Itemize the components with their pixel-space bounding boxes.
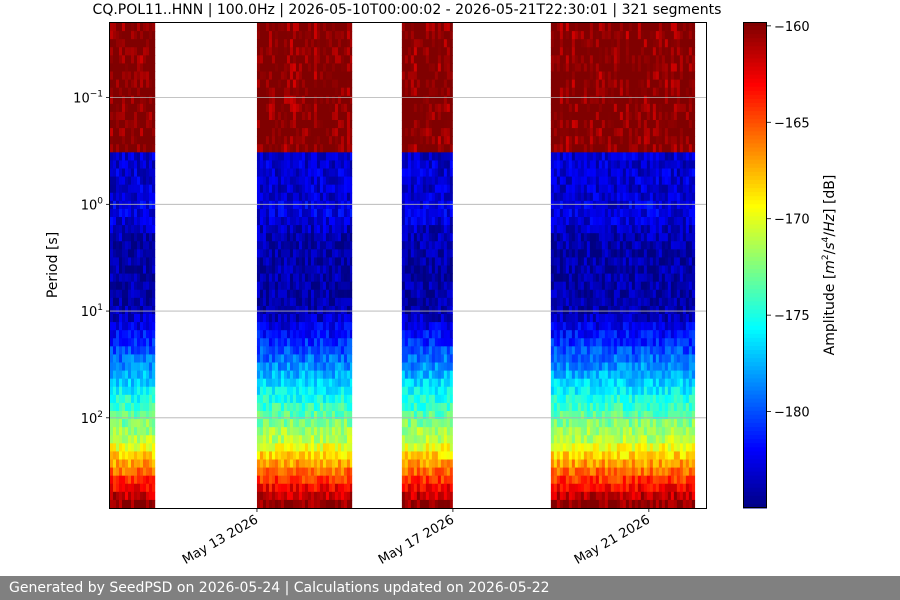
- figure: CQ.POL11..HNN | 100.0Hz | 2026-05-10T00:…: [45, 2, 838, 568]
- data-block: [110, 23, 156, 509]
- y-axis-label: Period [s]: [45, 232, 61, 298]
- chart-title: CQ.POL11..HNN | 100.0Hz | 2026-05-10T00:…: [93, 2, 722, 18]
- plot-frame: [109, 22, 707, 509]
- colorbar: [743, 22, 767, 509]
- colorbar-frame: [743, 22, 767, 508]
- footer-text: Generated by SeedPSD on 2026-05-24 | Cal…: [9, 580, 550, 596]
- data-block: [550, 23, 696, 509]
- colorbar-tick-label: −160: [774, 20, 810, 35]
- x-axis: May 13 2026 May 17 2026 May 21 2026: [180, 508, 653, 568]
- y-tick-label: 102: [81, 410, 103, 427]
- colorbar-tick-label: −165: [774, 116, 810, 131]
- colorbar-label: Amplitude [m2/s4/Hz] [dB]: [821, 175, 838, 356]
- colorbar-tick-label: −170: [774, 213, 810, 228]
- footer-bar: Generated by SeedPSD on 2026-05-24 | Cal…: [0, 576, 900, 600]
- spectrogram-heatmap: [110, 23, 696, 509]
- y-axis: 10−1 100 101 102: [73, 90, 110, 427]
- y-tick-label: 10−1: [73, 90, 103, 107]
- colorbar-axis: −160 −165 −170 −175 −180: [767, 20, 810, 421]
- x-tick-label: May 21 2026: [572, 512, 653, 567]
- data-block: [256, 23, 353, 509]
- grid-lines: [110, 97, 706, 419]
- colorbar-tick-label: −175: [774, 309, 810, 324]
- y-tick-label: 101: [81, 303, 103, 320]
- colorbar-tick-label: −180: [774, 406, 810, 421]
- x-tick-label: May 13 2026: [180, 512, 261, 567]
- x-tick-label: May 17 2026: [376, 512, 457, 567]
- data-block: [401, 23, 453, 509]
- y-tick-label: 100: [81, 196, 104, 213]
